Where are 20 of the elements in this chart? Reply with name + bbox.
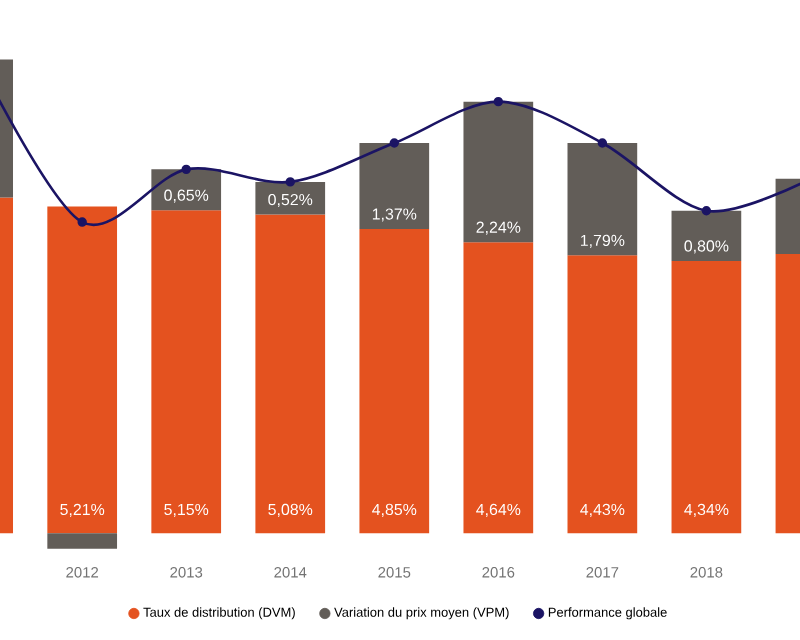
bar xyxy=(463,101,534,243)
bar xyxy=(671,260,742,534)
point xyxy=(285,177,295,187)
bar xyxy=(151,210,222,534)
bar xyxy=(567,143,638,256)
bar xyxy=(567,255,638,534)
point xyxy=(597,138,608,148)
bar xyxy=(463,242,534,534)
bar xyxy=(47,533,118,549)
bar xyxy=(255,214,326,534)
point xyxy=(493,96,504,107)
bar xyxy=(359,143,430,229)
bar xyxy=(255,181,326,215)
bar xyxy=(359,228,430,534)
point xyxy=(181,164,191,175)
point xyxy=(77,217,87,227)
point xyxy=(701,206,712,216)
bar xyxy=(47,206,118,534)
bar xyxy=(671,210,742,261)
point xyxy=(389,138,399,148)
